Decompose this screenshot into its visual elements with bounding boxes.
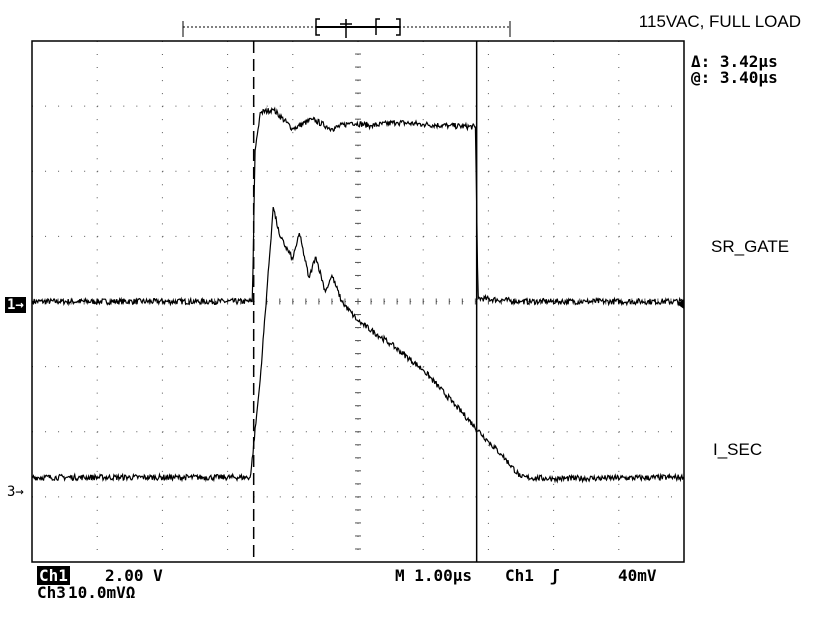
ch3-scale: 10.0mVΩ bbox=[68, 583, 136, 602]
ch1-right-arrow bbox=[677, 299, 684, 309]
trigger-level: 40mV bbox=[618, 566, 657, 585]
ch1-scale: 2.00 V bbox=[105, 566, 163, 585]
cursor-lines bbox=[252, 41, 478, 562]
ch3-marker: 3→ bbox=[7, 484, 24, 500]
trace-sr-gate bbox=[32, 106, 684, 307]
trace-i-sec bbox=[32, 206, 684, 484]
record-window-indicator bbox=[182, 18, 511, 38]
trigger-slope-icon: ʃ bbox=[550, 566, 560, 585]
cursor-position-readout: @: 3.40µs bbox=[691, 68, 778, 87]
trace-label-sr-gate: SR_GATE bbox=[711, 237, 790, 256]
chart-title: 115VAC, FULL LOAD bbox=[638, 12, 801, 31]
timebase: M 1.00µs bbox=[395, 566, 473, 585]
trigger-source: Ch1 bbox=[505, 566, 534, 585]
ch1-marker: 1→ bbox=[5, 297, 26, 313]
traces bbox=[32, 106, 684, 484]
ch3-name: Ch3 bbox=[37, 583, 66, 602]
ch1-name: Ch1 bbox=[37, 566, 70, 585]
cursor-delta-readout: Δ: 3.42µs bbox=[691, 52, 778, 71]
trace-label-i-sec: I_SEC bbox=[713, 440, 763, 459]
